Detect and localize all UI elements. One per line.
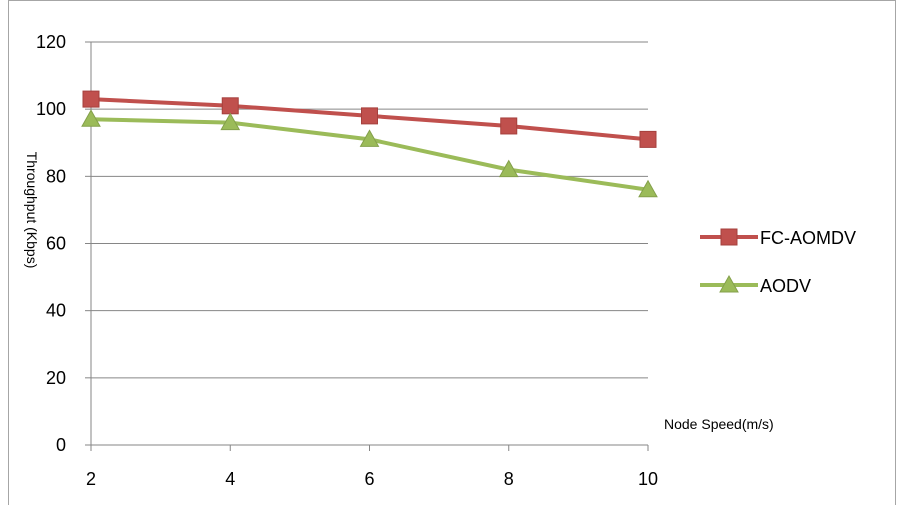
legend-label: AODV [760, 276, 811, 296]
legend-item-aodv: AODV [700, 274, 811, 296]
data-point-triangle [81, 109, 101, 127]
series-aodv [81, 109, 658, 198]
gridlines [91, 41, 648, 379]
data-point-square [639, 130, 657, 148]
y-tick-label: 20 [46, 368, 66, 388]
legend-item-fc-aomdv: FC-AOMDV [700, 228, 856, 248]
data-point-square [500, 117, 518, 135]
y-tick-label: 60 [46, 234, 66, 254]
legend-marker-triangle [719, 274, 739, 293]
y-tick-label: 100 [36, 99, 66, 119]
y-tick-label: 80 [46, 166, 66, 186]
axes [85, 41, 649, 451]
y-axis-title: Throughput (Kbps) [24, 152, 40, 269]
data-point-triangle [220, 112, 241, 131]
x-tick-labels: 2 4 6 8 10 [86, 469, 658, 489]
data-point-square [361, 107, 378, 125]
data-point-triangle [498, 159, 519, 178]
x-tick-label: 4 [225, 469, 235, 489]
legend-label: FC-AOMDV [760, 228, 856, 248]
data-point-triangle [359, 129, 380, 147]
x-axis-title: Node Speed(m/s) [664, 416, 774, 432]
x-tick-label: 10 [638, 469, 658, 489]
data-point-triangle [638, 179, 658, 198]
series-fc-aomdv [82, 90, 657, 148]
legend: FC-AOMDV AODV [700, 228, 856, 296]
legend-marker-square [720, 228, 738, 246]
x-tick-label: 2 [86, 469, 96, 489]
data-point-square [82, 90, 100, 108]
y-tick-label: 40 [46, 301, 66, 321]
x-tick-label: 8 [504, 469, 514, 489]
series-group [81, 90, 658, 198]
y-tick-label: 0 [56, 435, 66, 455]
x-tick-label: 6 [364, 469, 374, 489]
data-point-square [221, 97, 239, 115]
chart-frame [8, 0, 896, 505]
y-tick-label: 120 [36, 32, 66, 52]
y-tick-labels: 0 20 40 60 80 100 120 [36, 32, 66, 455]
